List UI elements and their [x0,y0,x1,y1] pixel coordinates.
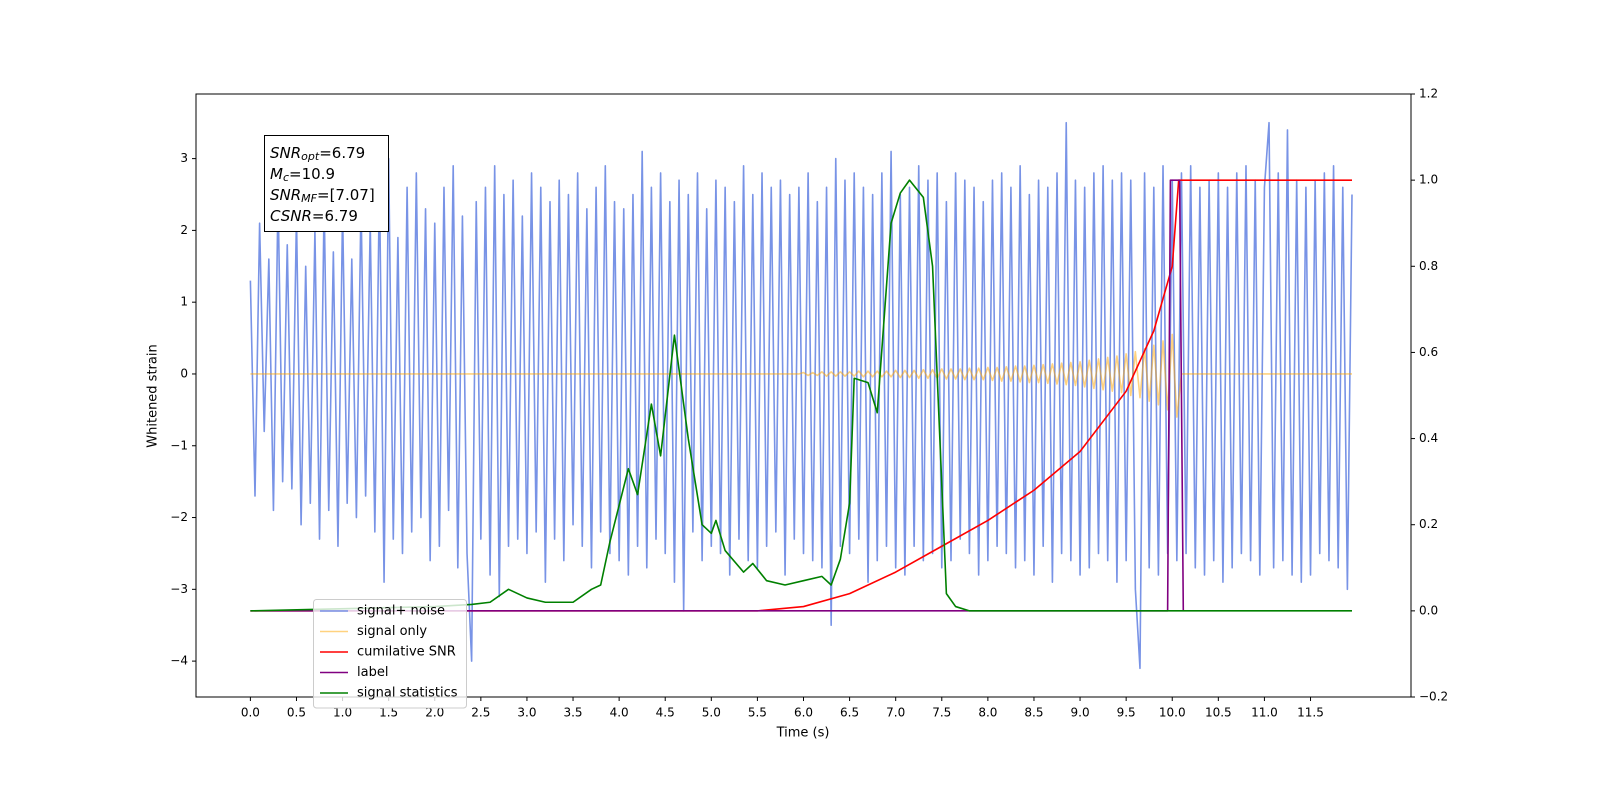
y-tick-label: −1 [170,438,188,452]
annotation-base: CSNR [270,207,312,225]
x-tick-label: 2.0 [425,706,444,720]
y-tick-label: −4 [170,654,188,668]
legend-label: signal only [357,624,427,639]
y-tick-label: 3 [180,151,188,165]
x-tick-label: 10.0 [1159,706,1186,720]
x-tick-label: 3.5 [563,706,582,720]
x-tick-label: 2.5 [471,706,490,720]
x-tick-label: 8.5 [1024,706,1043,720]
legend-label: signal+ noise [357,604,445,619]
annotation-sub: opt [301,150,320,163]
x-tick-label: 0.5 [287,706,306,720]
annotation-sub: MF [301,192,317,205]
annotation-base: SNR [270,144,301,162]
y-tick-label: 1 [180,295,188,309]
y-tick-label: 2 [180,223,188,237]
x-tick-label: 11.5 [1297,706,1324,720]
x-tick-label: 8.0 [978,706,997,720]
legend-label: label [357,665,388,680]
x-tick-label: 9.0 [1071,706,1090,720]
x-tick-label: 3.0 [517,706,536,720]
legend-label: cumilative SNR [357,645,456,660]
y2-tick-label: 0.4 [1419,431,1438,445]
annotation-text: =[7.07] [317,186,375,204]
x-tick-label: 10.5 [1205,706,1232,720]
annotation: SNRMF=[7.07] [270,186,375,206]
x-axis-label: Time (s) [776,726,830,741]
y2-tick-label: 0.8 [1419,259,1438,273]
y2-tick-label: −0.2 [1419,690,1448,704]
annotation-sub: c [283,171,289,184]
x-tick-label: 9.5 [1117,706,1136,720]
plot-area [249,121,1353,670]
y-tick-label: −3 [170,582,188,596]
y-tick-label: −2 [170,510,188,524]
annotation: SNRopt=6.79 [270,144,365,164]
annotation: Mc=10.9 [270,165,335,185]
x-tick-label: 5.5 [748,706,767,720]
x-tick-label: 11.0 [1251,706,1278,720]
y2-tick-label: 0.0 [1419,603,1438,617]
legend-box [313,599,467,709]
annotation-base: SNR [270,186,301,204]
x-tick-label: 4.5 [656,706,675,720]
y-axis-label: Whitened strain [146,344,161,447]
line-series [250,179,1352,612]
y-tick-label: 0 [180,366,188,380]
x-tick-label: 1.0 [333,706,352,720]
x-tick-label: 5.0 [702,706,721,720]
x-tick-label: 7.0 [886,706,905,720]
y2-tick-label: 1.0 [1419,173,1438,187]
x-tick-label: 4.0 [610,706,629,720]
annotation-text: =6.79 [319,144,365,162]
y2-tick-label: 0.2 [1419,517,1438,531]
annotation-text: =10.9 [289,165,335,183]
x-tick-label: 0.0 [241,706,260,720]
y2-tick-label: 0.6 [1419,345,1438,359]
annotation-base: M [270,165,283,183]
annotation-text: =6.79 [312,207,358,225]
x-tick-label: 6.0 [794,706,813,720]
line-series [250,179,1185,612]
x-tick-label: 7.5 [932,706,951,720]
x-tick-label: 6.5 [840,706,859,720]
legend-label: signal statistics [357,686,458,701]
x-tick-label: 1.5 [379,706,398,720]
annotation: CSNR=6.79 [270,207,358,225]
y2-tick-label: 1.2 [1419,87,1438,101]
annotation-box [264,135,389,232]
